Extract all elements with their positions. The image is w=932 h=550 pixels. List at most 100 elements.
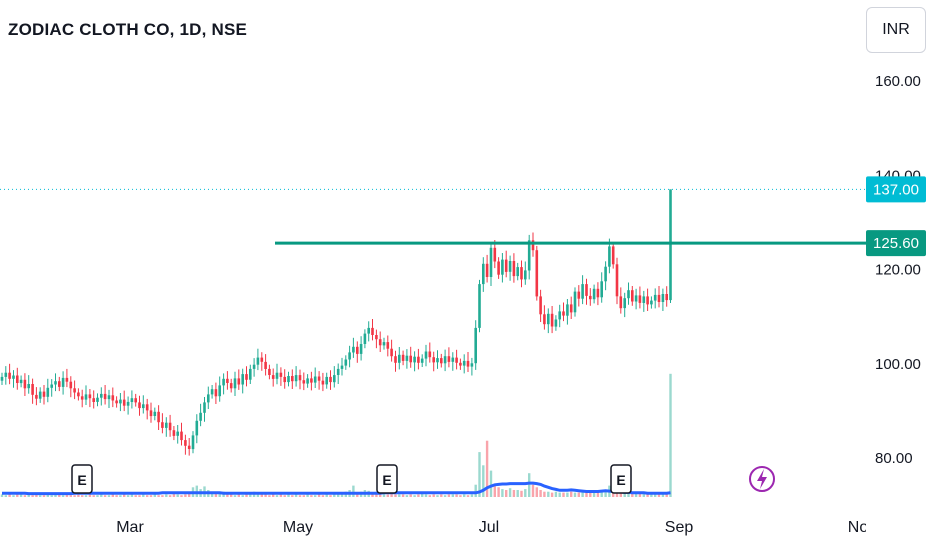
candle (352, 337, 355, 358)
candle (187, 438, 191, 456)
earnings-marker[interactable]: E (376, 464, 398, 494)
earnings-marker[interactable]: E (610, 464, 632, 494)
candle (16, 367, 19, 390)
volume-bar (421, 493, 424, 497)
volume-bar (447, 494, 451, 497)
candle (661, 288, 665, 311)
volume-bar (547, 491, 550, 497)
candle (96, 393, 99, 407)
candle (252, 358, 256, 377)
candle (478, 279, 481, 333)
candle (46, 378, 50, 403)
candle (58, 376, 61, 392)
volume-bar (409, 494, 412, 497)
volume-bar (39, 495, 42, 497)
candle (207, 386, 210, 409)
price-tags: 137.00 125.60 (866, 176, 926, 257)
candle (180, 422, 183, 446)
volume-bar (272, 494, 275, 497)
candle (245, 366, 248, 387)
volume-bar (287, 494, 290, 497)
candle (459, 358, 462, 370)
volume-bar (325, 494, 328, 497)
candle (631, 286, 634, 306)
volume-bar (317, 494, 321, 497)
volume-bar (157, 495, 160, 497)
volume-bar (394, 494, 397, 497)
volume-bar (382, 493, 386, 497)
time-tick-label: Mar (116, 519, 144, 536)
lightning-icon[interactable] (749, 466, 775, 492)
earnings-label: E (77, 472, 86, 488)
time-axis[interactable]: Mar May Jul Sep No (116, 510, 932, 550)
candle (275, 363, 279, 385)
volume-bar (81, 495, 84, 497)
volume-bar (485, 440, 489, 497)
candle (325, 372, 328, 389)
volume-bar (168, 495, 172, 497)
candle (657, 286, 661, 308)
candle (363, 329, 367, 349)
candle (455, 349, 458, 370)
candle (161, 413, 164, 434)
volume-bar (180, 495, 183, 497)
candle (447, 347, 451, 368)
volume-ma-line (2, 481, 671, 496)
volume-bar (371, 492, 374, 497)
earnings-marker[interactable]: E (71, 464, 93, 494)
candle (88, 389, 92, 408)
earnings-label: E (616, 472, 625, 488)
volume-bar (379, 494, 382, 497)
volume-bar (321, 495, 325, 497)
candle (547, 308, 550, 334)
volume-bar (623, 492, 626, 497)
volume-bar (528, 473, 531, 497)
candle (589, 288, 592, 306)
price-tick-label: 120.00 (875, 262, 921, 279)
candle (256, 348, 260, 371)
candle (424, 344, 428, 367)
candle (31, 378, 34, 404)
currency-button[interactable]: INR (866, 7, 926, 53)
candle (122, 390, 126, 412)
candle (531, 232, 535, 257)
volume-bar (153, 494, 156, 497)
price-tag-label: 137.00 (873, 181, 919, 198)
candle (336, 363, 340, 384)
candle (432, 351, 435, 372)
volume-bar (54, 493, 57, 497)
candle (573, 287, 577, 317)
volume-bar (73, 495, 76, 497)
volume-bar (669, 373, 672, 497)
volume-bar (291, 495, 294, 497)
volume-bar (634, 493, 638, 497)
price-tick-label: 160.00 (875, 73, 921, 90)
volume-bar (27, 494, 30, 497)
volume-bar (146, 495, 149, 497)
volume-bar (16, 494, 19, 497)
candle (310, 371, 313, 391)
volume-bar (566, 492, 569, 497)
candle (294, 366, 298, 387)
candle (627, 282, 630, 305)
candle (291, 369, 294, 389)
candle (562, 302, 565, 322)
candle (566, 299, 569, 325)
volume-bar (88, 494, 92, 497)
candle (585, 278, 588, 305)
volume-bar (386, 494, 389, 497)
candle (218, 376, 221, 402)
candle (493, 240, 497, 269)
volume-bar (333, 494, 336, 497)
candle (386, 335, 390, 357)
candle (436, 350, 439, 369)
volume-bar (478, 452, 481, 497)
volume-bar (398, 494, 401, 497)
volume-bar (604, 490, 607, 497)
volume-bar (592, 491, 596, 497)
volume-bar (665, 493, 668, 497)
candle (4, 366, 8, 385)
